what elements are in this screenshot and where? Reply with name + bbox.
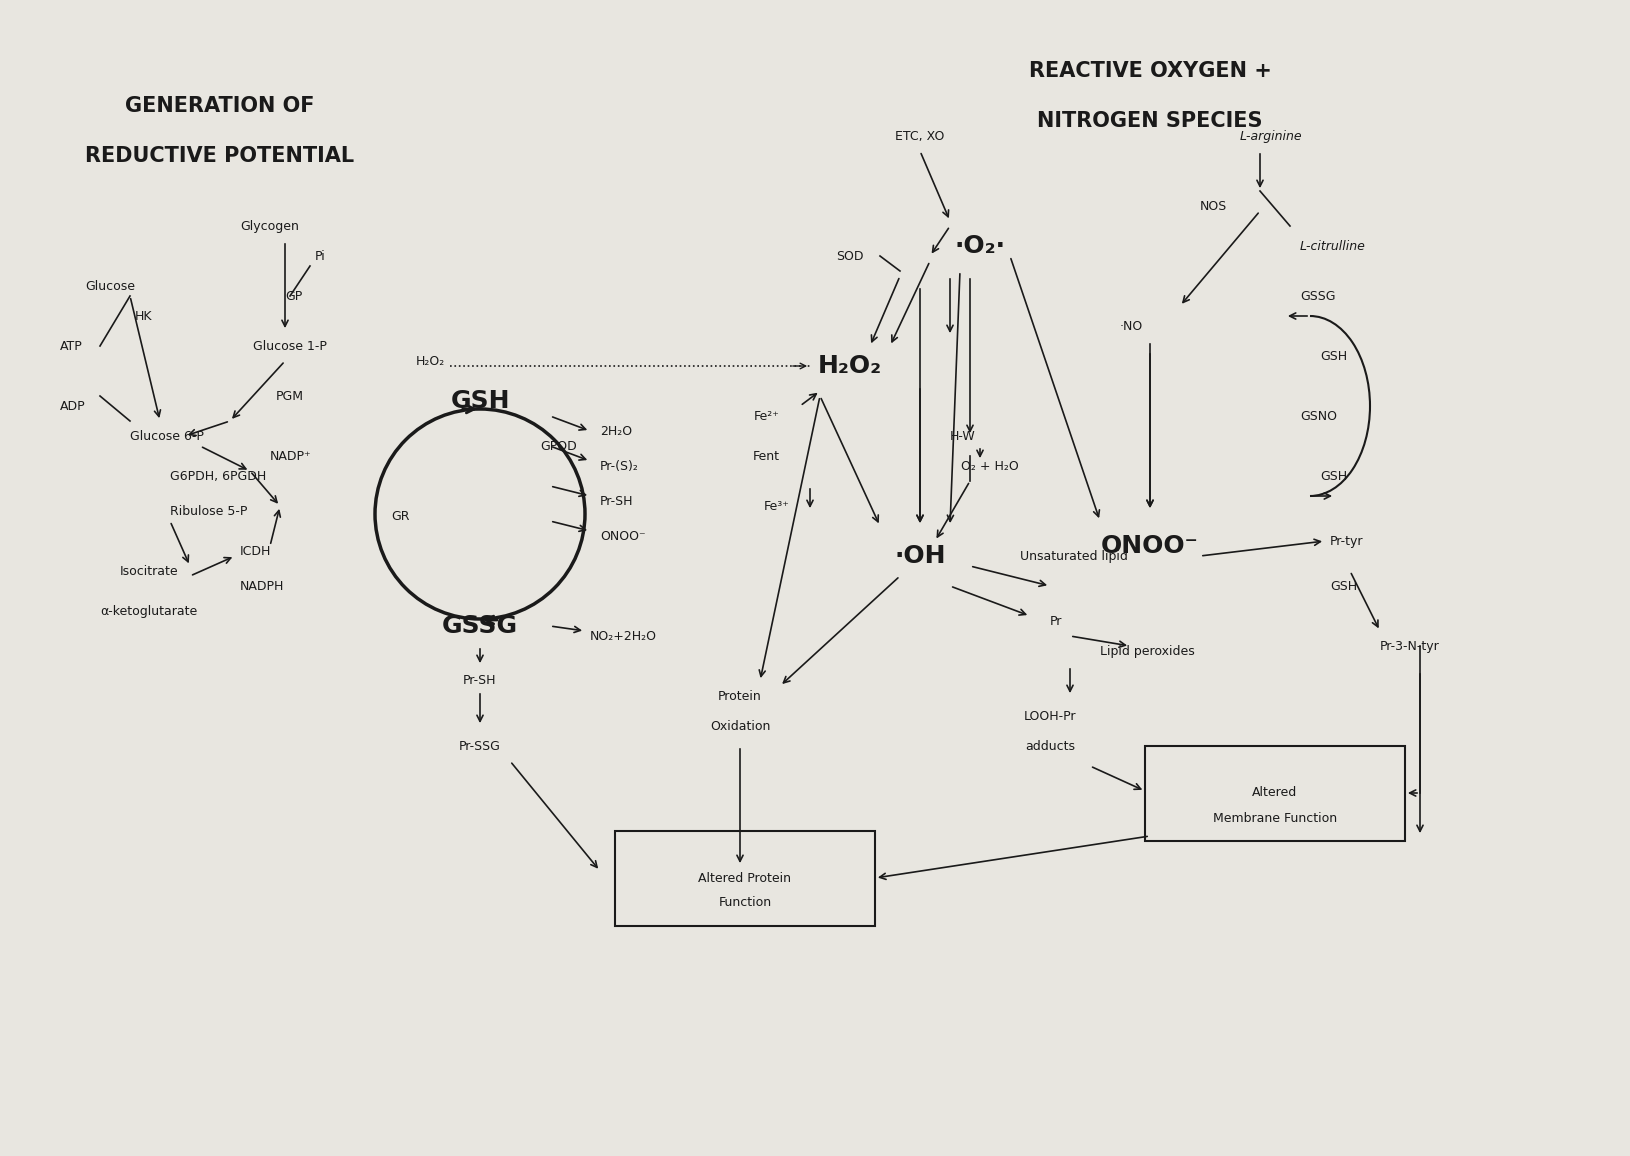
Text: Unsaturated lipid: Unsaturated lipid [1020, 549, 1128, 563]
Text: ICDH: ICDH [240, 544, 271, 557]
Text: Ribulose 5-P: Ribulose 5-P [170, 504, 248, 518]
Text: NOS: NOS [1200, 200, 1227, 213]
Text: Altered Protein: Altered Protein [699, 872, 792, 884]
Text: Lipid peroxides: Lipid peroxides [1100, 645, 1195, 658]
Text: GPOD: GPOD [540, 439, 577, 452]
FancyBboxPatch shape [615, 831, 875, 926]
Text: adducts: adducts [1025, 740, 1076, 753]
Text: GP: GP [285, 289, 302, 303]
Text: Glucose 6-P: Glucose 6-P [130, 430, 204, 443]
Text: ADP: ADP [60, 400, 86, 413]
Text: NADPH: NADPH [240, 579, 284, 593]
Text: GR: GR [391, 510, 409, 523]
Text: SOD: SOD [836, 250, 864, 262]
Text: ONOO⁻: ONOO⁻ [600, 529, 645, 542]
Text: ·NO: ·NO [1120, 319, 1143, 333]
Text: Pr-SH: Pr-SH [600, 495, 634, 507]
Text: L‑citrulline: L‑citrulline [1301, 239, 1366, 252]
Text: PGM: PGM [275, 390, 305, 402]
Text: Pr-SH: Pr-SH [463, 674, 497, 688]
Text: Altered: Altered [1252, 786, 1297, 800]
Text: Pr-tyr: Pr-tyr [1330, 534, 1364, 548]
Text: GSH: GSH [1330, 579, 1358, 593]
Text: Protein: Protein [719, 689, 761, 703]
Text: REACTIVE OXYGEN +: REACTIVE OXYGEN + [1029, 61, 1271, 81]
FancyBboxPatch shape [1144, 746, 1405, 842]
Text: H₂O₂: H₂O₂ [416, 355, 445, 368]
Text: Pr-(S)₂: Pr-(S)₂ [600, 459, 639, 473]
Text: GSSG: GSSG [1301, 289, 1335, 303]
Text: Membrane Function: Membrane Function [1213, 812, 1337, 824]
Text: Pr: Pr [1050, 615, 1063, 628]
Text: NADP⁺: NADP⁺ [271, 450, 311, 462]
Text: Glycogen: Glycogen [241, 220, 300, 232]
Text: GSH: GSH [450, 390, 510, 413]
Text: ONOO⁻: ONOO⁻ [1102, 534, 1200, 558]
Text: Isocitrate: Isocitrate [121, 564, 179, 578]
Text: α-ketoglutarate: α-ketoglutarate [99, 605, 197, 617]
Text: Glucose 1-P: Glucose 1-P [253, 340, 328, 353]
Text: Fe²⁺: Fe²⁺ [755, 409, 781, 422]
Text: LOOH-Pr: LOOH-Pr [1024, 710, 1076, 722]
Text: Pr-SSG: Pr-SSG [460, 740, 500, 753]
Text: Fe³⁺: Fe³⁺ [764, 499, 791, 512]
Text: Function: Function [719, 897, 771, 910]
Text: HK: HK [135, 310, 153, 323]
Text: Oxidation: Oxidation [709, 719, 771, 733]
Text: H-W: H-W [950, 430, 976, 443]
Text: Pr-3-N-tyr: Pr-3-N-tyr [1381, 639, 1439, 652]
Text: NITROGEN SPECIES: NITROGEN SPECIES [1037, 111, 1263, 131]
Text: H₂O₂: H₂O₂ [818, 354, 882, 378]
Text: ·O₂·: ·O₂· [955, 234, 1006, 258]
Text: ETC, XO: ETC, XO [895, 129, 945, 142]
Text: Glucose: Glucose [85, 280, 135, 292]
Text: L‑arginine: L‑arginine [1240, 129, 1302, 142]
Text: GSSG: GSSG [442, 614, 518, 638]
Text: Fent: Fent [753, 450, 781, 462]
Text: ·OH: ·OH [895, 544, 945, 568]
Text: ATP: ATP [60, 340, 83, 353]
Text: REDUCTIVE POTENTIAL: REDUCTIVE POTENTIAL [85, 146, 355, 166]
Text: G6PDH, 6PGDH: G6PDH, 6PGDH [170, 469, 266, 482]
Text: GSH: GSH [1320, 349, 1346, 363]
Text: Pi: Pi [315, 250, 326, 262]
Text: O₂ + H₂O: O₂ + H₂O [962, 459, 1019, 473]
Text: GENERATION OF: GENERATION OF [126, 96, 315, 116]
Text: GSH: GSH [1320, 469, 1346, 482]
Text: GSNO: GSNO [1301, 409, 1337, 422]
Text: NO₂+2H₂O: NO₂+2H₂O [590, 630, 657, 643]
Text: 2H₂O: 2H₂O [600, 424, 632, 437]
